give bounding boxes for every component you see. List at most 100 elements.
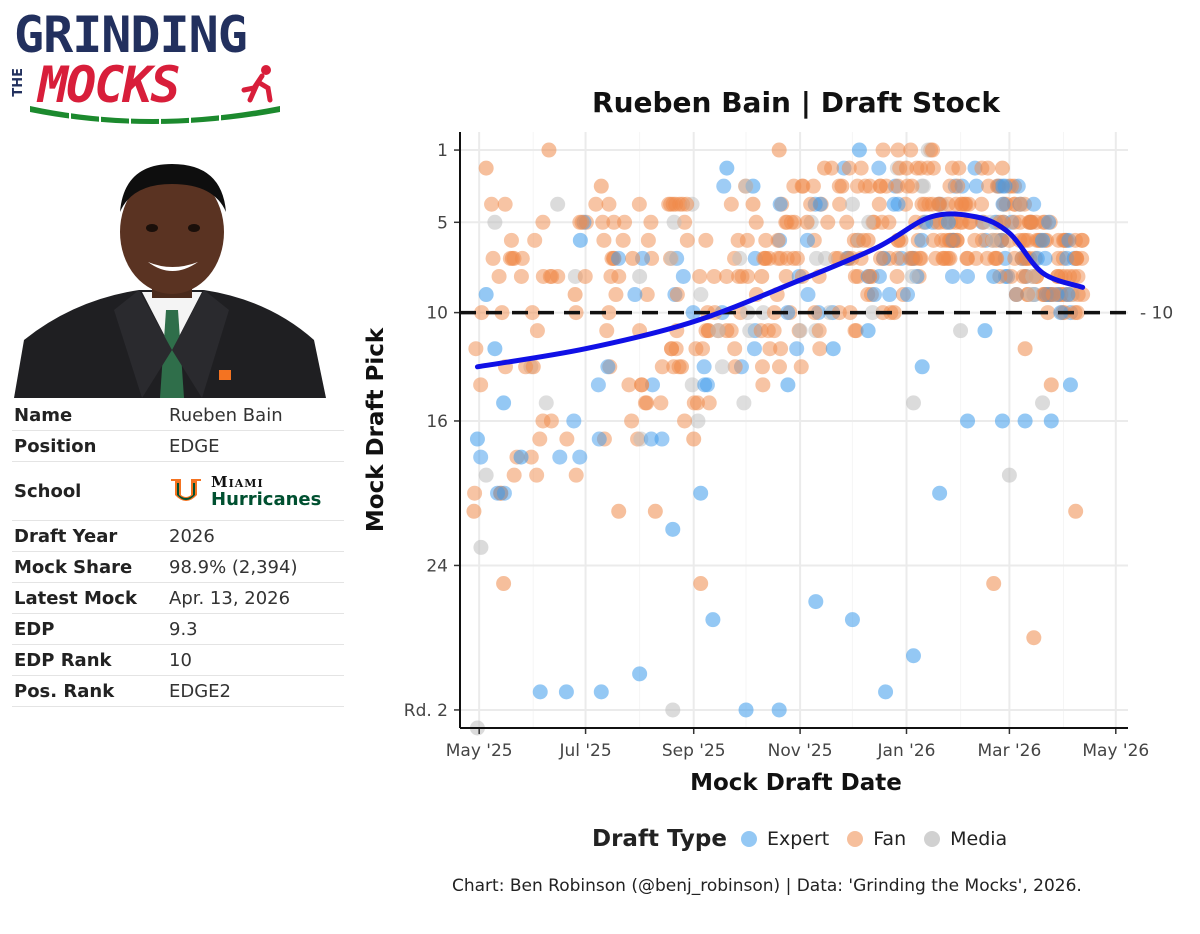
school-name-line2: Hurricanes: [211, 489, 322, 510]
mock-point-expert: [812, 196, 828, 212]
mock-point-expert: [1026, 196, 1042, 212]
mock-point-fan: [771, 142, 787, 158]
mock-point-fan: [1024, 214, 1040, 230]
legend-title: Draft Type: [592, 826, 727, 852]
mock-point-media: [666, 214, 682, 230]
y-tick-label: 5: [437, 213, 448, 233]
mock-point-expert: [780, 377, 796, 393]
mock-point-expert: [716, 178, 732, 194]
mock-point-fan: [621, 377, 637, 393]
mock-point-fan: [1069, 250, 1085, 266]
mock-point-fan: [686, 431, 702, 447]
mock-point-fan: [653, 395, 669, 411]
mock-point-media: [1001, 467, 1017, 483]
mock-point-media: [714, 359, 730, 375]
chart-title: Rueben Bain | Draft Stock: [592, 86, 1001, 119]
info-row-name: Name Rueben Bain: [12, 400, 344, 431]
logo-turf-icon: [30, 106, 280, 128]
player-photo: [14, 150, 326, 398]
info-row-draft-year: Draft Year 2026: [12, 521, 344, 552]
mock-point-media: [792, 323, 808, 339]
mock-point-fan: [524, 305, 540, 321]
mock-point-media: [861, 214, 877, 230]
mock-point-fan: [513, 268, 529, 284]
mock-point-fan: [473, 377, 489, 393]
mock-point-media: [632, 268, 648, 284]
mock-point-fan: [820, 214, 836, 230]
mock-point-expert: [693, 485, 709, 501]
mock-point-fan: [601, 305, 617, 321]
mock-point-fan: [568, 467, 584, 483]
mock-point-fan: [669, 287, 685, 303]
mock-point-fan: [875, 142, 891, 158]
mock-point-fan: [957, 196, 973, 212]
mock-point-fan: [606, 214, 622, 230]
mock-point-fan: [793, 359, 809, 375]
mock-point-expert: [871, 160, 887, 176]
x-tick-label: Sep '25: [662, 741, 726, 761]
legend-item-expert: Expert: [740, 828, 829, 850]
mock-point-fan: [832, 196, 848, 212]
mock-point-fan: [723, 196, 739, 212]
mock-point-fan: [624, 413, 640, 429]
mock-point-fan: [980, 160, 996, 176]
mock-point-fan: [719, 268, 735, 284]
legend-swatch-fan: [847, 831, 864, 847]
mock-point-fan: [1008, 287, 1024, 303]
mock-point-media: [710, 323, 726, 339]
mock-point-expert: [469, 431, 485, 447]
x-tick-label: Mar '26: [978, 741, 1042, 761]
mock-point-fan: [525, 359, 541, 375]
mock-point-expert: [487, 341, 503, 357]
mock-point-fan: [890, 250, 906, 266]
mock-point-fan: [706, 268, 722, 284]
mock-point-fan: [773, 341, 789, 357]
info-label: Position: [14, 435, 97, 457]
mock-point-fan: [611, 503, 627, 519]
mock-point-fan: [920, 160, 936, 176]
mock-point-expert: [558, 684, 574, 700]
mock-point-expert: [532, 684, 548, 700]
mock-point-expert: [968, 178, 984, 194]
mock-point-fan: [1017, 341, 1033, 357]
info-label: Draft Year: [14, 525, 118, 547]
mock-point-media: [473, 539, 489, 555]
mock-point-expert: [473, 449, 489, 465]
mock-point-fan: [1007, 250, 1023, 266]
mock-point-fan: [727, 359, 743, 375]
mock-point-media: [1025, 268, 1041, 284]
mock-point-expert: [800, 287, 816, 303]
mock-point-expert: [513, 449, 529, 465]
mock-point-expert: [860, 323, 876, 339]
mock-point-expert: [944, 268, 960, 284]
player-info-table: Name Rueben Bain Position EDGE School Mi…: [12, 400, 344, 707]
mock-point-fan: [762, 341, 778, 357]
mock-point-fan: [932, 196, 948, 212]
mock-point-expert: [496, 395, 512, 411]
mock-point-fan: [862, 178, 878, 194]
legend-label: Fan: [873, 828, 907, 850]
info-row-edp-rank: EDP Rank 10: [12, 645, 344, 676]
mock-point-expert: [995, 196, 1011, 212]
mock-point-media: [905, 395, 921, 411]
mock-point-fan: [745, 196, 761, 212]
mock-point-fan: [567, 287, 583, 303]
mock-point-fan: [974, 196, 990, 212]
legend-label: Media: [950, 828, 1008, 850]
mock-point-fan: [599, 323, 615, 339]
mock-point-fan: [474, 305, 490, 321]
mock-point-expert: [632, 666, 648, 682]
mock-point-fan: [913, 250, 929, 266]
mock-point-expert: [478, 287, 494, 303]
mock-point-fan: [817, 160, 833, 176]
mock-point-fan: [677, 214, 693, 230]
mock-point-fan: [841, 160, 857, 176]
mock-point-expert: [611, 250, 627, 266]
mock-point-expert: [1043, 413, 1059, 429]
mock-point-fan: [467, 485, 483, 501]
mock-point-expert: [977, 323, 993, 339]
mock-point-expert: [771, 702, 787, 718]
mock-point-fan: [484, 196, 500, 212]
info-value: 98.9% (2,394): [169, 556, 298, 578]
info-row-mock-share: Mock Share 98.9% (2,394): [12, 552, 344, 583]
